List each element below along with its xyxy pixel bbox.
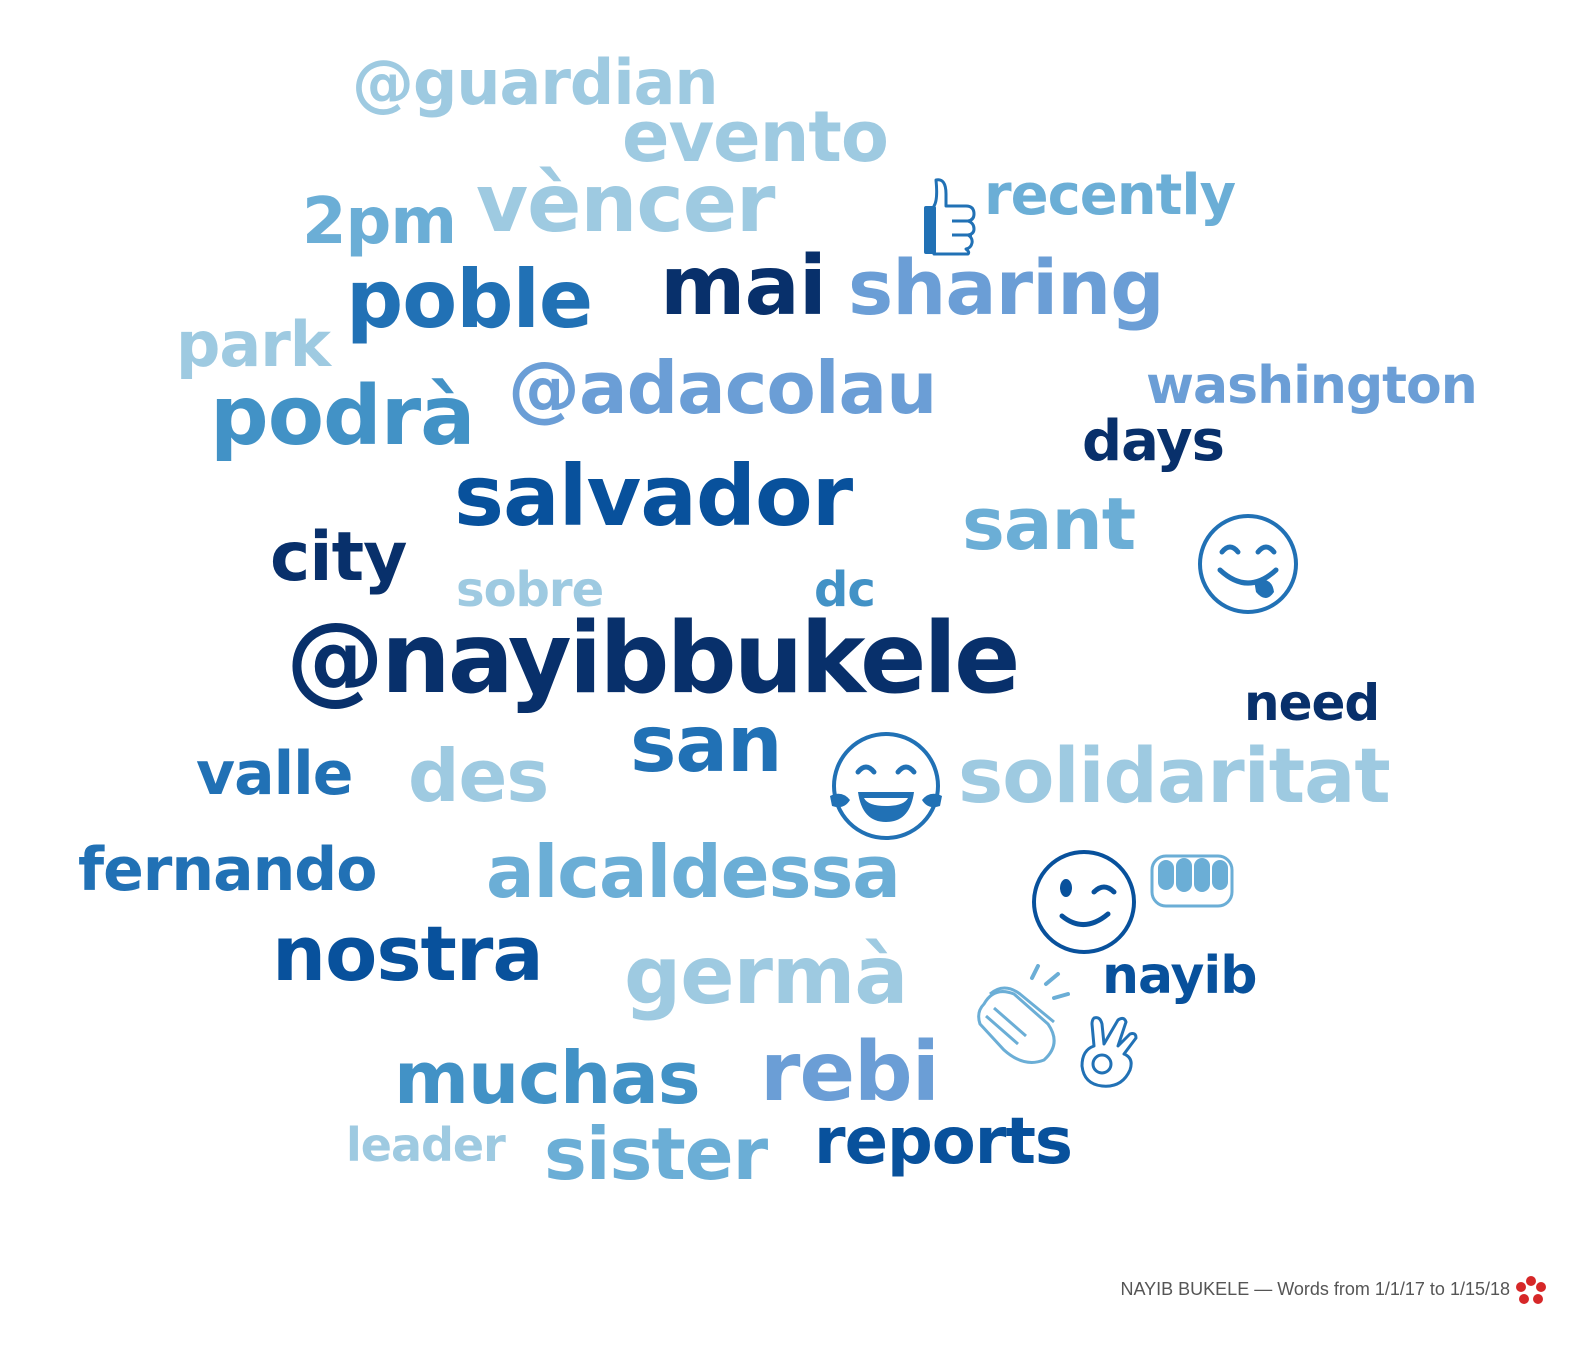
word-sant: sant [962, 482, 1136, 566]
word-adacolau: @adacolau [508, 346, 937, 430]
oncoming-fist-icon [1150, 850, 1236, 910]
word-reports: reports [814, 1105, 1073, 1179]
word-san: san [630, 700, 783, 790]
thumbs-up-icon [922, 176, 978, 256]
ok-hand-icon [1078, 1014, 1140, 1090]
word-evento: evento [622, 96, 889, 178]
word-days: days [1082, 409, 1225, 474]
word-dc: dc [814, 562, 876, 618]
clapping-hands-icon [974, 964, 1078, 1068]
flower-logo-icon [1516, 1276, 1546, 1306]
word-leader: leader [346, 1118, 506, 1172]
word-recently: recently [984, 163, 1236, 228]
word-podra: podrà [210, 369, 476, 464]
word-solidaritat: solidaritat [958, 731, 1391, 820]
face-savoring-food-icon [1196, 512, 1300, 616]
word-city: city [270, 518, 407, 597]
word-park: park [176, 308, 331, 381]
word-nostra: nostra [272, 909, 544, 998]
word-des: des [408, 734, 549, 818]
word-poble: poble [346, 253, 593, 346]
word-fernando: fernando [78, 835, 377, 905]
word-need: need [1244, 674, 1380, 732]
word-2pm: 2pm [302, 185, 457, 259]
word-valle: valle [196, 739, 353, 809]
word-salvador: salvador [454, 447, 853, 545]
word-sister: sister [544, 1112, 768, 1196]
word-muchas: muchas [394, 1036, 701, 1120]
word-nayibbukele: @nayibbukele [286, 602, 1020, 716]
word-alcaldessa: alcaldessa [486, 830, 901, 914]
word-sobre: sobre [456, 562, 604, 618]
word-nayib: nayib [1102, 946, 1257, 1006]
word-germa: germà [624, 929, 908, 1022]
face-with-tears-of-joy-icon [828, 730, 948, 842]
word-rebi: rebi [760, 1025, 940, 1120]
word-washington: washington [1146, 356, 1478, 416]
word-guardian: @guardian [352, 46, 719, 119]
caption: NAYIB BUKELE — Words from 1/1/17 to 1/15… [1120, 1279, 1510, 1299]
word-vencer: vèncer [476, 157, 775, 250]
word-sharing: sharing [848, 243, 1165, 332]
word-mai: mai [660, 239, 827, 334]
winking-face-icon [1028, 846, 1140, 958]
